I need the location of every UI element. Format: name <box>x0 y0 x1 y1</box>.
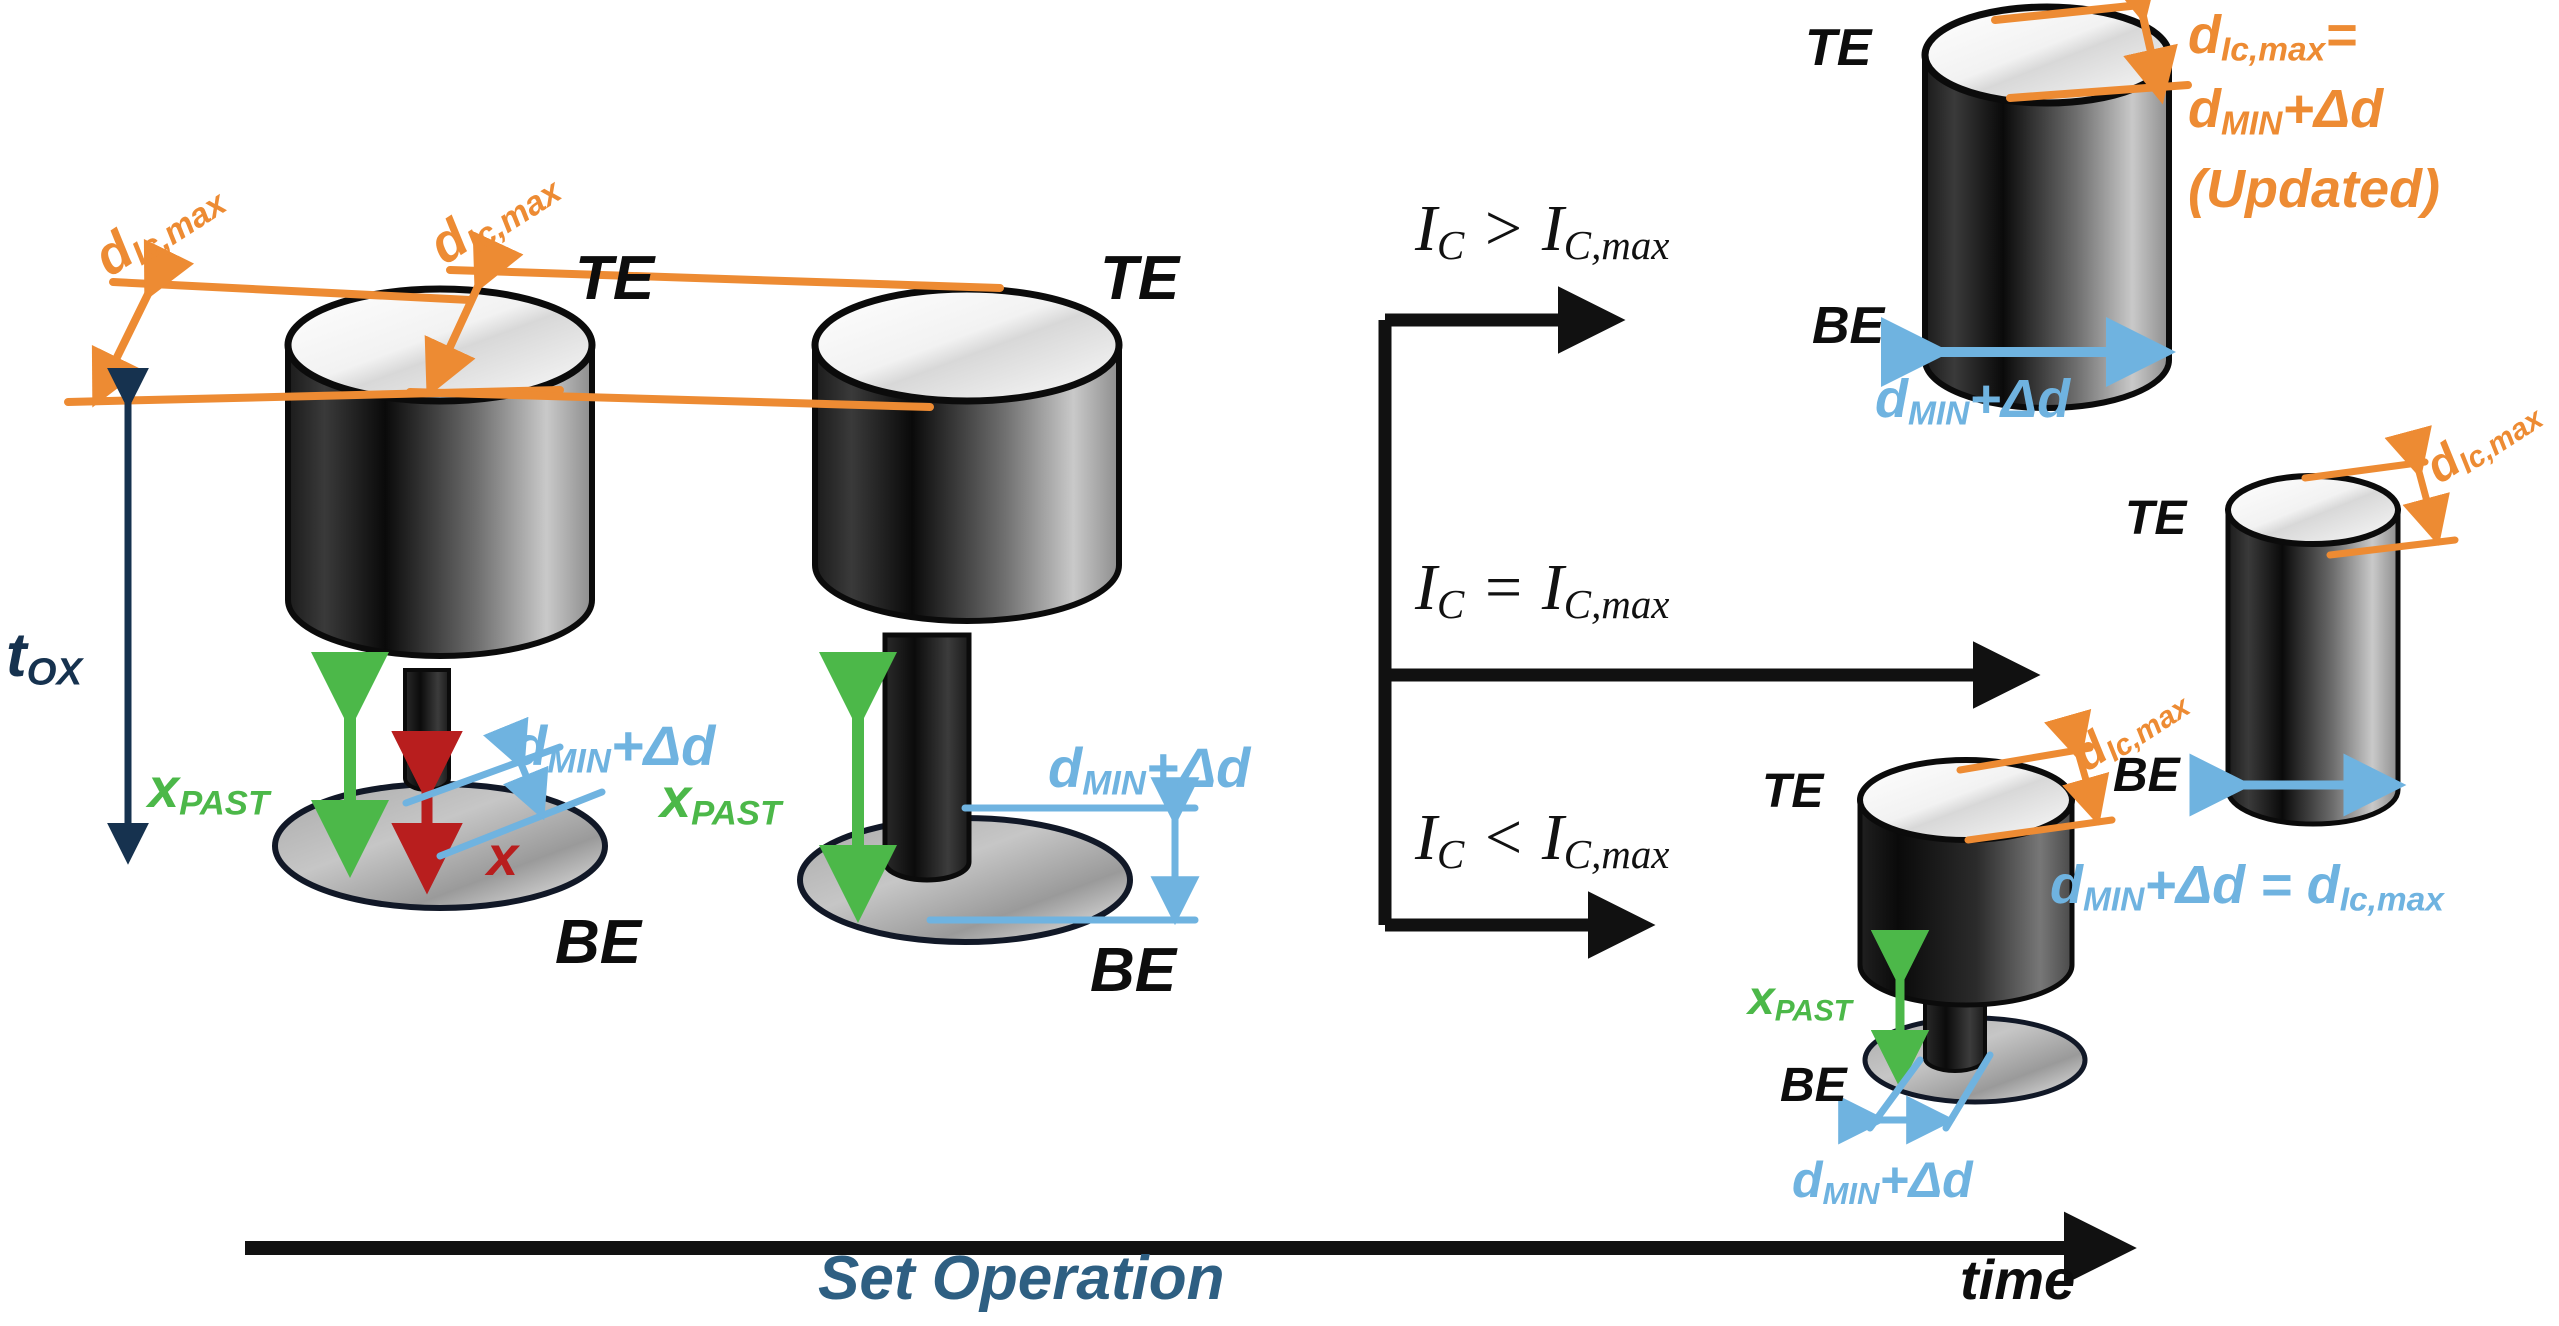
result-top-annotation-line2: dMIN+Δd <box>2188 79 2384 143</box>
result-top-width-label: dMIN+Δd <box>1875 369 2071 433</box>
result-bottom-be-label: BE <box>1780 1059 1847 1112</box>
result-bottom-dmin-label: dMIN+Δd <box>1792 1152 1973 1211</box>
stage2-dicmax-dimension <box>406 231 1004 411</box>
result-bottom-xpast-label: xPAST <box>1748 972 1852 1028</box>
stage2-device <box>797 285 1133 945</box>
stage2-xpast-label: xPAST <box>660 766 782 833</box>
result-mid-equation: dMIN+Δd = dIc,max <box>2050 855 2444 919</box>
stage2-dmin-dimension <box>926 777 1200 926</box>
tox-label: tOX <box>6 621 83 694</box>
result-bottom-device <box>1857 757 2088 1105</box>
stage1-gap-x-label: x <box>487 824 519 887</box>
time-label: time <box>1960 1248 2076 1311</box>
stage2-te-label: TE <box>1100 244 1180 313</box>
stage2-dmin-right-label: dMIN+Δd <box>1048 736 1251 803</box>
stage1-dmin-dimension <box>402 716 606 860</box>
result-top-dicmax-dimension <box>1991 0 2192 105</box>
result-top-te-label: TE <box>1805 19 1872 77</box>
stage1-device <box>272 285 608 911</box>
stage1-te-label: TE <box>575 244 655 313</box>
result-mid-be-label: BE <box>2113 749 2180 802</box>
set-operation-label: Set Operation <box>818 1244 1225 1313</box>
stage1-dmin-label: dMIN+Δd <box>513 714 716 781</box>
result-top-be-label: BE <box>1812 297 1885 355</box>
stage1-be-label: BE <box>555 908 642 977</box>
result-top-annotation-updated: (Updated) <box>2188 159 2440 219</box>
result-bottom-dmin-dimension <box>1838 1051 1994 1145</box>
branch-condition-equal: IC = IC,max <box>1415 551 1670 627</box>
result-mid-dicmax-dimension <box>2301 425 2459 559</box>
result-bottom-dicmax-dimension <box>1956 708 2116 844</box>
result-mid-device <box>2225 473 2401 827</box>
branch-condition-greater: IC > IC,max <box>1415 192 1670 268</box>
result-bottom-te-label: TE <box>1762 765 1824 818</box>
stage2-be-label: BE <box>1090 936 1177 1005</box>
stage1-xpast-label: xPAST <box>148 756 270 823</box>
branch-arrows <box>1378 286 2041 959</box>
result-mid-te-label: TE <box>2125 492 2187 545</box>
branch-condition-less: IC < IC,max <box>1415 801 1670 877</box>
result-top-annotation-line1: dIc,max= <box>2188 5 2357 69</box>
